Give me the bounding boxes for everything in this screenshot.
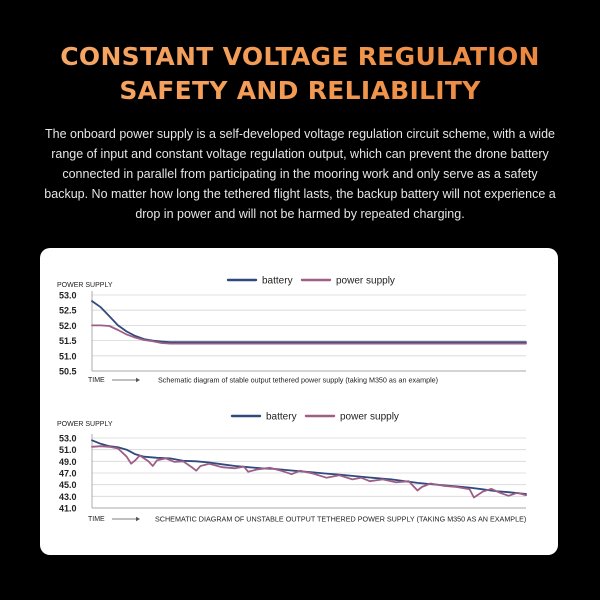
headline-line-2: SAFETY AND RELIABILITY: [0, 76, 600, 105]
headline-line-1: CONSTANT VOLTAGE REGULATION: [0, 42, 600, 71]
chart-1: POWER SUPPLY 50.5 51.0 51.5 52.0 52.5 53.0 batt…: [57, 276, 527, 385]
y-tick-label: 52.0: [59, 321, 77, 331]
y-tick-label: 53.0: [59, 434, 77, 444]
y-tick-label: 51.0: [59, 445, 77, 455]
y-tick-label: 43.0: [59, 492, 77, 502]
series-line-battery: [91, 439, 527, 495]
y-axis-label: POWER SUPPLY: [57, 421, 113, 428]
y-tick-label: 50.5: [59, 367, 77, 377]
legend-label-power-supply: power supply: [340, 412, 399, 423]
y-tick-label: 49.0: [59, 457, 77, 467]
series-line-power-supply: [91, 445, 527, 499]
series-line-power-supply: [91, 324, 527, 345]
y-tick-label: 51.5: [59, 336, 77, 346]
x-axis-label: TIME: [88, 377, 105, 384]
chart-2: POWER SUPPLY 41.0 43.0 45.047.0 49.0 51.053.0…: [57, 412, 527, 524]
y-tick-label: 45.0: [59, 480, 77, 490]
time-arrow-head-icon: [136, 377, 140, 383]
y-tick-label: 52.5: [59, 306, 77, 316]
chart-caption: SCHEMATIC DIAGRAM OF UNSTABLE OUTPUT TET…: [155, 515, 526, 524]
y-axis-label: POWER SUPPLY: [57, 282, 113, 289]
charts-panel: POWER SUPPLY 50.5 51.0 51.5 52.0 52.5 53.0 batt…: [40, 248, 558, 555]
legend-label-power-supply: power supply: [336, 276, 395, 287]
intro-paragraph: The onboard power supply is a self-devel…: [44, 127, 556, 221]
legend-label-battery: battery: [266, 412, 297, 423]
series-line-battery: [91, 300, 527, 343]
x-axis-label: TIME: [88, 516, 105, 523]
charts-canvas: POWER SUPPLY 50.5 51.0 51.5 52.0 52.5 53.0 batt…: [57, 276, 527, 524]
y-tick-label: 47.0: [59, 469, 77, 479]
y-tick-label: 51.0: [59, 351, 77, 361]
legend-label-battery: battery: [262, 276, 293, 287]
chart-caption: Schematic diagram of stable output tethe…: [158, 376, 438, 385]
time-arrow-head-icon: [136, 516, 140, 522]
y-tick-label: 53.0: [59, 291, 77, 301]
y-tick-label: 41.0: [59, 504, 77, 514]
